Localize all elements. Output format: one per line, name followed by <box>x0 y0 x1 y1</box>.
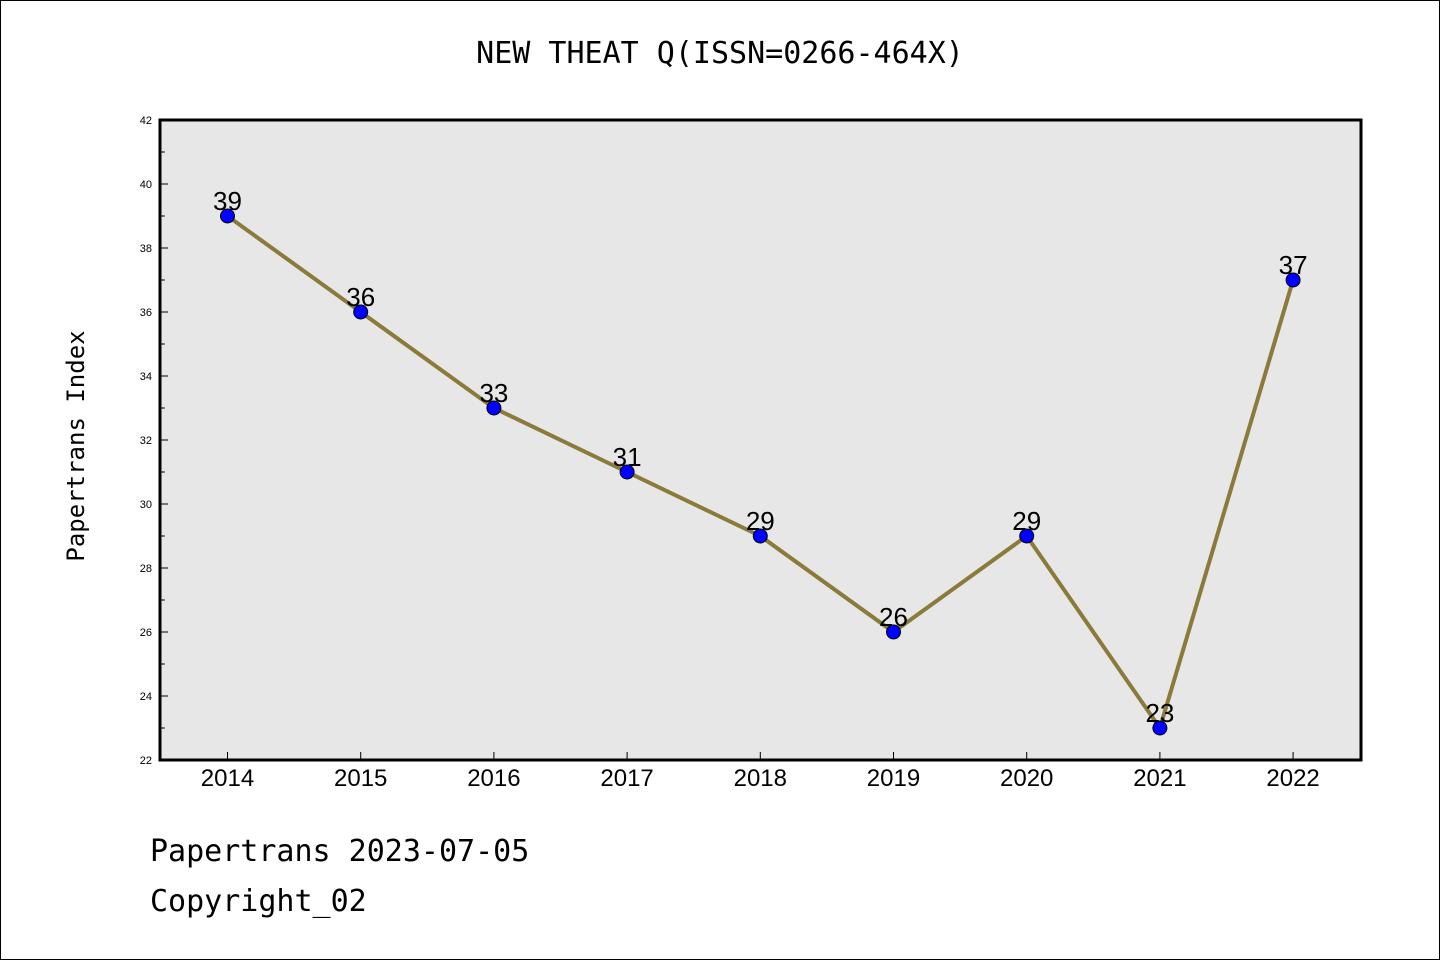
x-tick-label: 2014 <box>201 765 254 792</box>
y-axis: 22 24 26 28 30 32 34 36 38 40 42 <box>140 115 168 767</box>
data-point <box>752 528 768 544</box>
data-point <box>1019 528 1035 544</box>
y-tick-label: 34 <box>140 371 152 383</box>
x-tick-label: 2015 <box>334 765 387 792</box>
footer-copyright: Copyright_02 <box>150 884 367 919</box>
y-tick-label: 30 <box>140 499 152 511</box>
x-tick-label: 2020 <box>1000 765 1053 792</box>
y-tick-label: 24 <box>140 691 152 703</box>
data-label: 29 <box>1012 506 1041 536</box>
data-label: 39 <box>213 186 242 216</box>
data-point <box>220 208 235 224</box>
series-layer: 39 36 33 31 29 26 29 23 37 <box>213 186 1308 736</box>
data-point <box>1152 720 1168 736</box>
y-axis-label: Papertrans Index <box>62 330 90 561</box>
y-tick-label: 42 <box>140 115 152 127</box>
data-label: 37 <box>1279 250 1308 280</box>
data-label: 36 <box>346 282 375 312</box>
x-tick-label: 2018 <box>734 765 787 792</box>
data-label: 23 <box>1145 698 1174 728</box>
y-tick-label: 38 <box>140 243 152 255</box>
y-tick-label: 28 <box>140 563 152 575</box>
y-tick-label: 40 <box>140 179 152 191</box>
x-tick-label: 2021 <box>1133 765 1186 792</box>
x-axis: 2014 2015 2016 2017 2018 2019 2020 2021 2022 <box>201 752 1320 792</box>
x-tick-label: 2017 <box>600 765 653 792</box>
plot-area <box>160 120 1361 760</box>
data-point <box>353 304 369 320</box>
data-point <box>486 400 502 416</box>
data-point <box>619 464 635 480</box>
y-tick-label: 32 <box>140 435 152 447</box>
plot-border <box>158 118 1363 762</box>
y-tick-label: 36 <box>140 307 152 319</box>
data-label: 29 <box>746 506 775 536</box>
x-tick-label: 2016 <box>467 765 520 792</box>
x-tick-label: 2019 <box>867 765 920 792</box>
data-point <box>886 624 901 640</box>
data-label: 31 <box>613 442 642 472</box>
data-label: 33 <box>479 378 508 408</box>
footer-date: Papertrans 2023-07-05 <box>150 834 530 869</box>
x-tick-label: 2022 <box>1266 765 1319 792</box>
y-tick-label: 22 <box>140 755 152 767</box>
y-tick-label: 26 <box>140 627 152 639</box>
data-label: 26 <box>879 602 908 632</box>
data-point <box>1285 272 1301 288</box>
chart-title: NEW THEAT Q(ISSN=0266-464X) <box>476 36 964 71</box>
